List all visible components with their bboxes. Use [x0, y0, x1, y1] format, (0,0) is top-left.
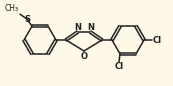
Text: N: N: [74, 23, 81, 31]
Text: S: S: [24, 15, 30, 24]
Text: Cl: Cl: [153, 36, 162, 44]
Text: CH₃: CH₃: [5, 4, 19, 13]
Text: O: O: [80, 52, 88, 60]
Text: Cl: Cl: [114, 62, 124, 71]
Text: N: N: [87, 23, 94, 31]
